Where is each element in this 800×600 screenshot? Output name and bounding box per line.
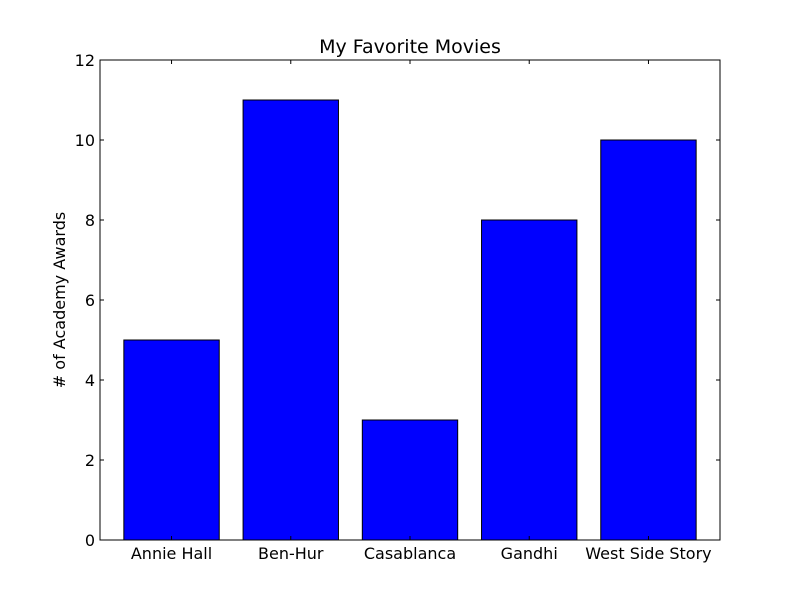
y-tick-label: 2 <box>85 451 95 470</box>
y-tick-label: 0 <box>85 531 95 550</box>
y-tick-label: 6 <box>85 291 95 310</box>
x-tick-label: Gandhi <box>501 544 558 563</box>
x-tick-label: Annie Hall <box>131 544 212 563</box>
bar-ben-hur <box>242 99 339 541</box>
x-tick-label: Casablanca <box>364 544 456 563</box>
plot-frame <box>99 59 721 541</box>
chart-title: My Favorite Movies <box>319 36 501 58</box>
x-tick-label: Ben-Hur <box>258 544 324 563</box>
bar-annie-hall <box>123 339 220 541</box>
bar-gandhi <box>481 219 578 541</box>
y-tick-label: 10 <box>75 131 95 150</box>
y-axis-label: # of Academy Awards <box>50 212 69 388</box>
y-tick-label: 12 <box>75 51 95 70</box>
bar-casablanca <box>361 419 459 541</box>
bars-group <box>123 99 697 541</box>
x-ticks-group: Annie Hall Ben-Hur Casablanca Gandhi West Si… <box>131 60 712 563</box>
y-tick-label: 8 <box>85 211 95 230</box>
x-tick-label: West Side Story <box>585 544 711 563</box>
bar-west-side-story <box>600 139 697 541</box>
y-tick-label: 4 <box>85 371 95 390</box>
y-ticks-group: 0 2 4 6 8 10 12 <box>75 51 720 550</box>
